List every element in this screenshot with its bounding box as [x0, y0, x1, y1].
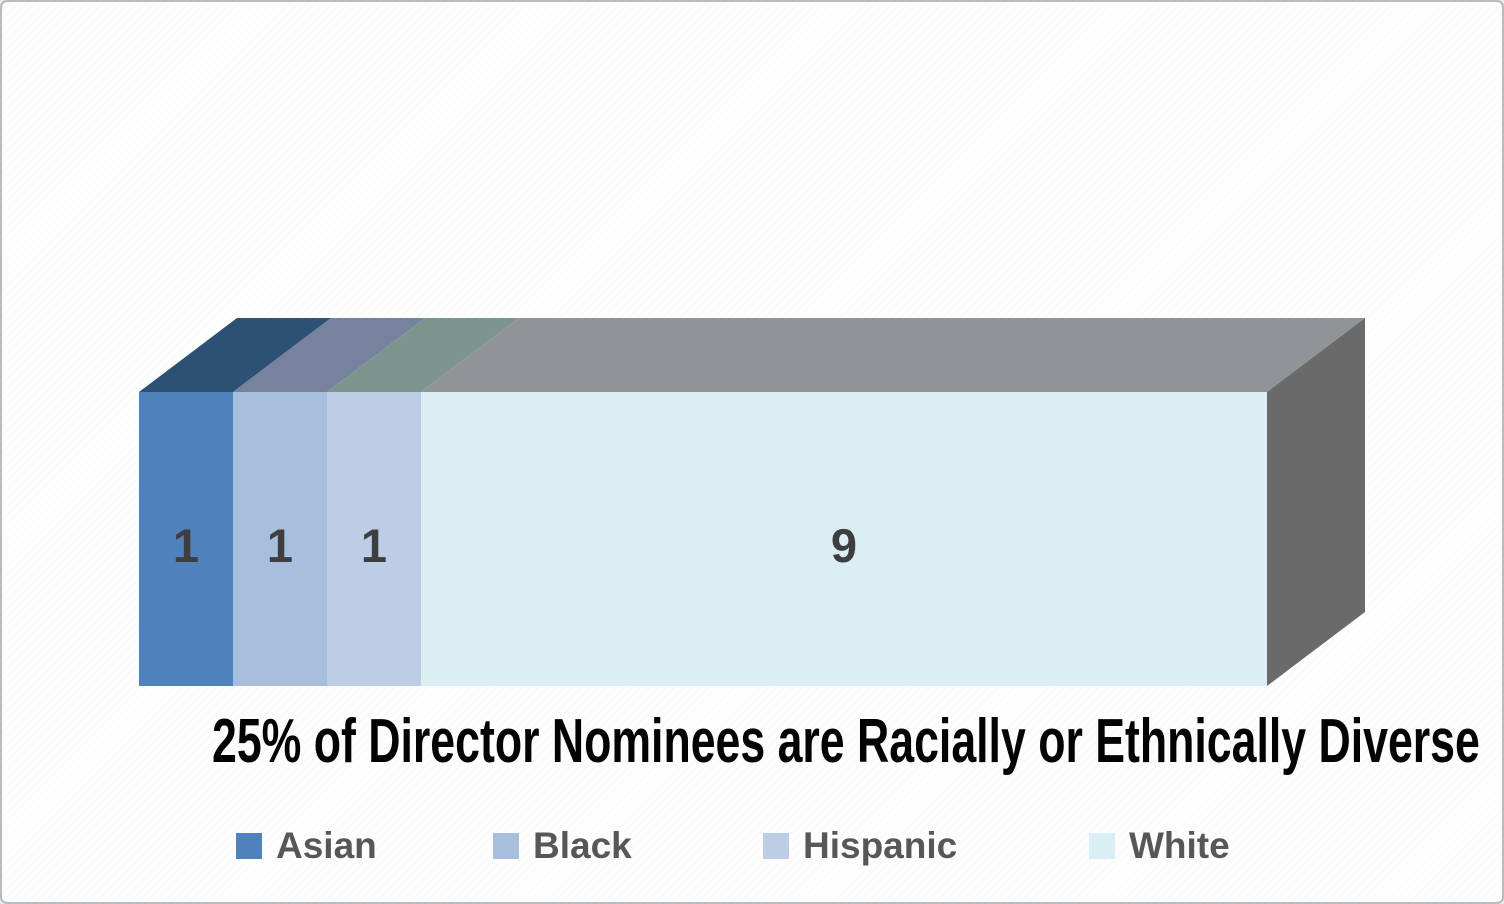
bar-segment-asian — [139, 392, 233, 686]
bar-segment-label-asian: 1 — [173, 519, 199, 572]
bar-segment-top-black — [233, 318, 425, 392]
legend: Asian Black Hispanic White — [2, 824, 1502, 868]
legend-swatch-asian-icon — [236, 833, 262, 859]
legend-item-white: White — [1089, 824, 1230, 868]
legend-item-hispanic: Hispanic — [763, 824, 957, 868]
bar-segment-white — [421, 392, 1267, 686]
legend-label-asian: Asian — [276, 825, 377, 866]
legend-label-black: Black — [533, 825, 632, 866]
bar-segment-label-hispanic: 1 — [361, 519, 387, 572]
bar-segment-hispanic — [327, 392, 421, 686]
bar-segment-black — [233, 392, 327, 686]
legend-swatch-black-icon — [493, 833, 519, 859]
bar-side-face — [1267, 318, 1365, 686]
legend-item-black: Black — [493, 824, 632, 868]
legend-label-hispanic: Hispanic — [803, 825, 958, 866]
legend-swatch-white-icon — [1089, 833, 1115, 859]
bar-segment-top-asian — [139, 318, 331, 392]
bar-segment-top-white — [421, 318, 1365, 392]
legend-item-asian: Asian — [236, 824, 377, 868]
legend-label-white: White — [1129, 825, 1230, 866]
legend-swatch-hispanic-icon — [763, 833, 789, 859]
bar-segment-label-black: 1 — [267, 519, 293, 572]
chart-title: 25% of Director Nominees are Racially or… — [212, 707, 1480, 776]
bar-segment-top-hispanic — [327, 318, 519, 392]
bar-segment-label-white: 9 — [831, 519, 857, 572]
